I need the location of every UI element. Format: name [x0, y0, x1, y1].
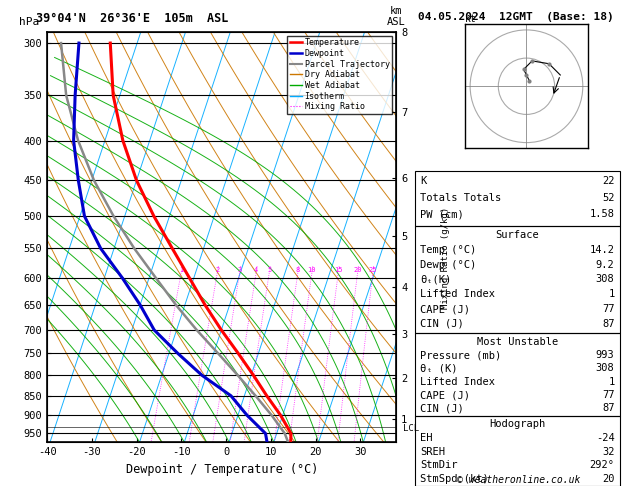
Text: 4: 4	[254, 267, 258, 273]
Text: SREH: SREH	[420, 447, 445, 456]
Text: EH: EH	[420, 433, 433, 443]
Text: 14.2: 14.2	[589, 245, 615, 255]
Text: CAPE (J): CAPE (J)	[420, 390, 470, 400]
Text: 22: 22	[602, 176, 615, 186]
Text: 10: 10	[308, 267, 316, 273]
Text: Lifted Index: Lifted Index	[420, 377, 495, 387]
Text: Pressure (mb): Pressure (mb)	[420, 350, 501, 360]
Text: Temp (°C): Temp (°C)	[420, 245, 476, 255]
Text: km
ASL: km ASL	[387, 6, 406, 28]
Text: -24: -24	[596, 433, 615, 443]
Text: 52: 52	[602, 192, 615, 203]
Text: 1: 1	[179, 267, 183, 273]
Text: © weatheronline.co.uk: © weatheronline.co.uk	[457, 474, 581, 485]
Text: CIN (J): CIN (J)	[420, 403, 464, 414]
Text: Most Unstable: Most Unstable	[477, 337, 558, 347]
Text: hPa: hPa	[19, 17, 40, 28]
Text: 8: 8	[296, 267, 300, 273]
Text: θₜ (K): θₜ (K)	[420, 364, 458, 373]
Text: 20: 20	[602, 474, 615, 484]
Text: 9.2: 9.2	[596, 260, 615, 270]
Text: Totals Totals: Totals Totals	[420, 192, 501, 203]
Text: Hodograph: Hodograph	[489, 419, 545, 430]
Text: StmSpd (kt): StmSpd (kt)	[420, 474, 489, 484]
Text: 308: 308	[596, 364, 615, 373]
X-axis label: Dewpoint / Temperature (°C): Dewpoint / Temperature (°C)	[126, 463, 318, 476]
Text: 20: 20	[353, 267, 362, 273]
Text: 5: 5	[267, 267, 271, 273]
Text: Mixing Ratio (g/kg): Mixing Ratio (g/kg)	[441, 207, 450, 309]
Text: 1: 1	[608, 289, 615, 299]
Text: CIN (J): CIN (J)	[420, 319, 464, 329]
Text: LCL: LCL	[403, 424, 420, 433]
Text: 32: 32	[602, 447, 615, 456]
Text: PW (cm): PW (cm)	[420, 209, 464, 219]
Text: 308: 308	[596, 275, 615, 284]
Text: θₜ(K): θₜ(K)	[420, 275, 452, 284]
Text: Lifted Index: Lifted Index	[420, 289, 495, 299]
Text: 1.58: 1.58	[589, 209, 615, 219]
Text: 04.05.2024  12GMT  (Base: 18): 04.05.2024 12GMT (Base: 18)	[418, 12, 614, 22]
Text: CAPE (J): CAPE (J)	[420, 304, 470, 314]
Text: 87: 87	[602, 319, 615, 329]
Text: 77: 77	[602, 390, 615, 400]
Text: Dewp (°C): Dewp (°C)	[420, 260, 476, 270]
Text: 87: 87	[602, 403, 615, 414]
Legend: Temperature, Dewpoint, Parcel Trajectory, Dry Adiabat, Wet Adiabat, Isotherm, Mi: Temperature, Dewpoint, Parcel Trajectory…	[287, 36, 392, 114]
Text: 993: 993	[596, 350, 615, 360]
Text: 15: 15	[334, 267, 342, 273]
Text: K: K	[420, 176, 426, 186]
Text: 3: 3	[238, 267, 242, 273]
Text: Surface: Surface	[496, 230, 539, 240]
Text: 2: 2	[215, 267, 220, 273]
Text: 25: 25	[369, 267, 377, 273]
Text: 1: 1	[608, 377, 615, 387]
Text: kt: kt	[464, 14, 476, 24]
Text: 292°: 292°	[589, 460, 615, 470]
Text: StmDir: StmDir	[420, 460, 458, 470]
Text: 39°04'N  26°36'E  105m  ASL: 39°04'N 26°36'E 105m ASL	[36, 12, 228, 25]
Text: 77: 77	[602, 304, 615, 314]
